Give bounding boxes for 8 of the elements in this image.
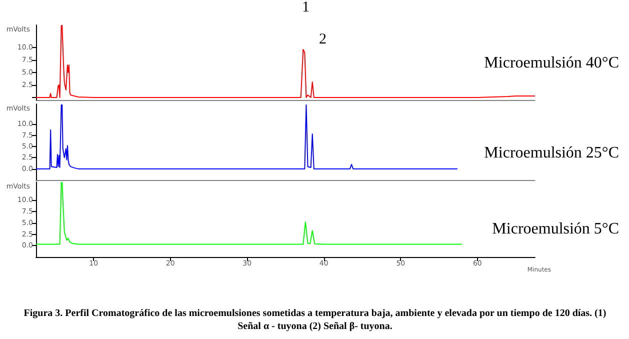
text: Microemulsión 25°C xyxy=(484,144,620,162)
text: Figura 3. Perfil Cromatográfico de las microemulsiones sometidas a temperatura baja, ambiente y elevada por un tiempo de 120 días. (1) Señal α - tuyona (2) Señal β- tuyona. xyxy=(22,307,608,333)
line-series xyxy=(36,104,458,170)
line-series xyxy=(36,182,463,245)
text: Microemulsión 40°C xyxy=(484,54,620,72)
text: Microemulsión 5°C xyxy=(492,220,620,238)
annotation: 2 xyxy=(319,32,326,48)
text: 1 xyxy=(302,0,310,16)
